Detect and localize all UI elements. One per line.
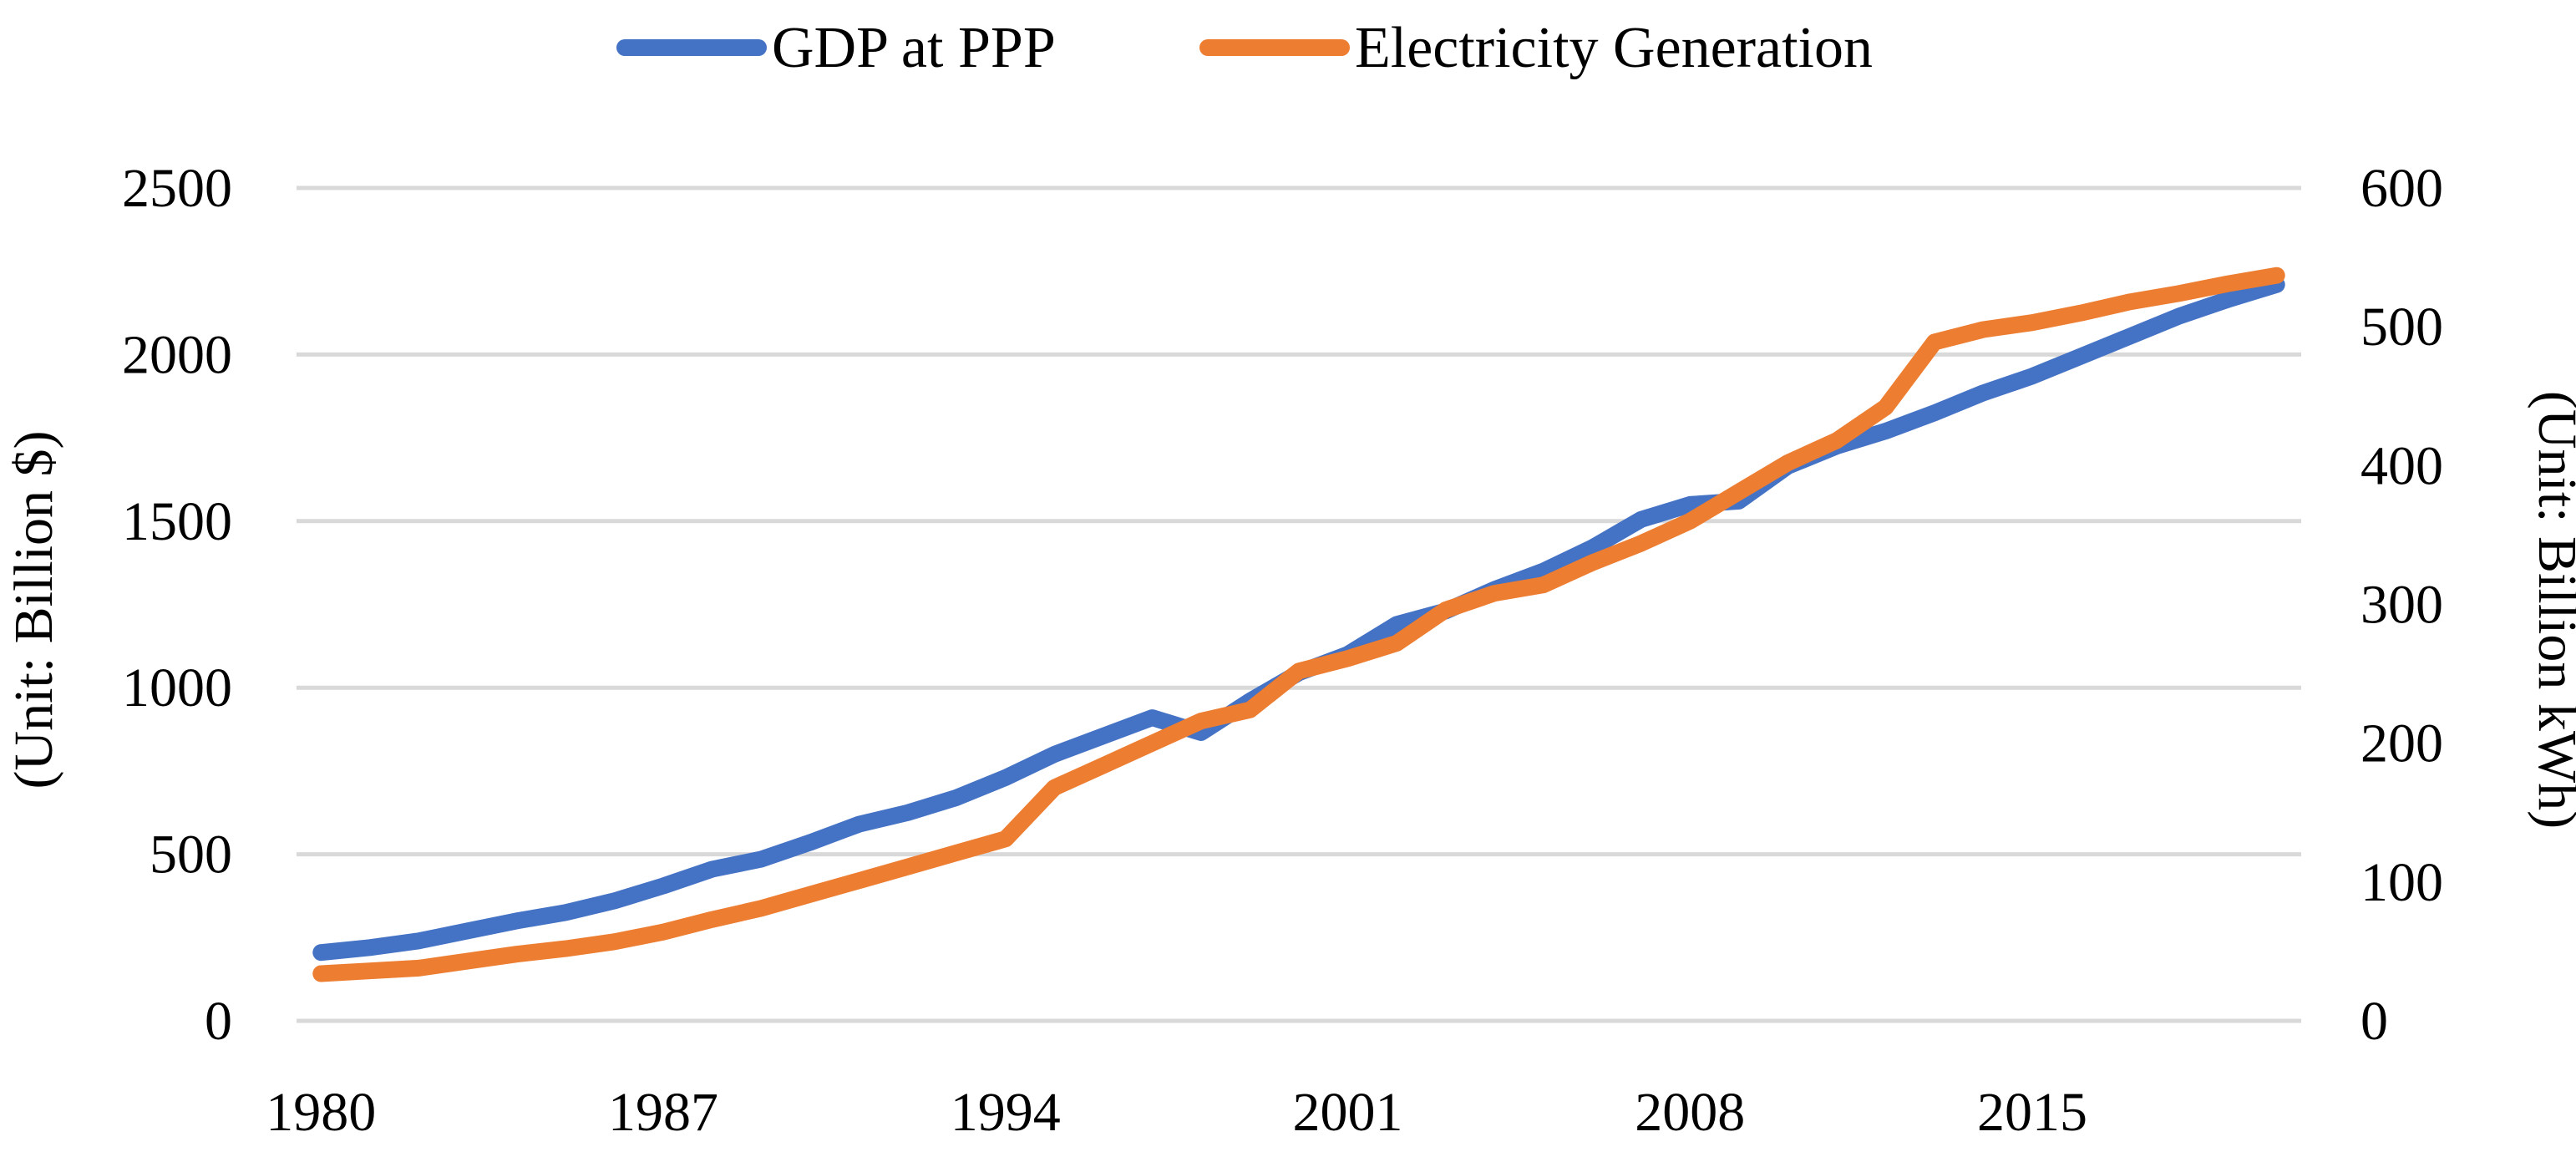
y-axis-right: 0 100 200 300 400 500 600 bbox=[2360, 158, 2443, 1052]
y-axis-title-left: (Unit: Billion $) bbox=[3, 431, 64, 789]
y2-tick-label: 500 bbox=[2360, 297, 2443, 358]
legend: GDP at PPP Electricity Generation bbox=[616, 16, 1873, 80]
y-tick-label: 500 bbox=[150, 825, 232, 886]
legend-label-electricity: Electricity Generation bbox=[1355, 16, 1873, 80]
y-tick-label: 1000 bbox=[122, 657, 232, 718]
y2-tick-label: 200 bbox=[2360, 713, 2443, 774]
x-tick-label: 1987 bbox=[608, 1082, 718, 1143]
y2-tick-label: 0 bbox=[2360, 991, 2388, 1052]
y-tick-label: 2500 bbox=[122, 158, 232, 219]
gridlines bbox=[297, 185, 2301, 1023]
y2-tick-label: 400 bbox=[2360, 435, 2443, 496]
y-axis-left: 0 500 1000 1500 2000 2500 bbox=[122, 158, 232, 1052]
legend-item-electricity: Electricity Generation bbox=[1199, 16, 1873, 80]
x-tick-label: 1980 bbox=[266, 1082, 376, 1143]
y-axis-title-right: (Unit: Billion kWh) bbox=[2527, 391, 2576, 829]
y-tick-label: 1500 bbox=[122, 491, 232, 552]
legend-label-gdp: GDP at PPP bbox=[772, 16, 1056, 80]
series-layer bbox=[312, 266, 2285, 982]
y-tick-label: 2000 bbox=[122, 324, 232, 385]
x-tick-label: 2015 bbox=[1977, 1082, 2087, 1143]
y-tick-label: 0 bbox=[205, 991, 232, 1052]
x-tick-label: 1994 bbox=[951, 1082, 1061, 1143]
x-tick-label: 2001 bbox=[1293, 1082, 1403, 1143]
x-axis: 1980 1987 1994 2001 2008 2015 bbox=[266, 1082, 2087, 1143]
y2-tick-label: 100 bbox=[2360, 852, 2443, 913]
legend-item-gdp: GDP at PPP bbox=[616, 16, 1056, 80]
y2-tick-label: 600 bbox=[2360, 158, 2443, 219]
x-tick-label: 2008 bbox=[1635, 1082, 1745, 1143]
series-line-electricity bbox=[312, 266, 2285, 982]
y2-tick-label: 300 bbox=[2360, 575, 2443, 636]
